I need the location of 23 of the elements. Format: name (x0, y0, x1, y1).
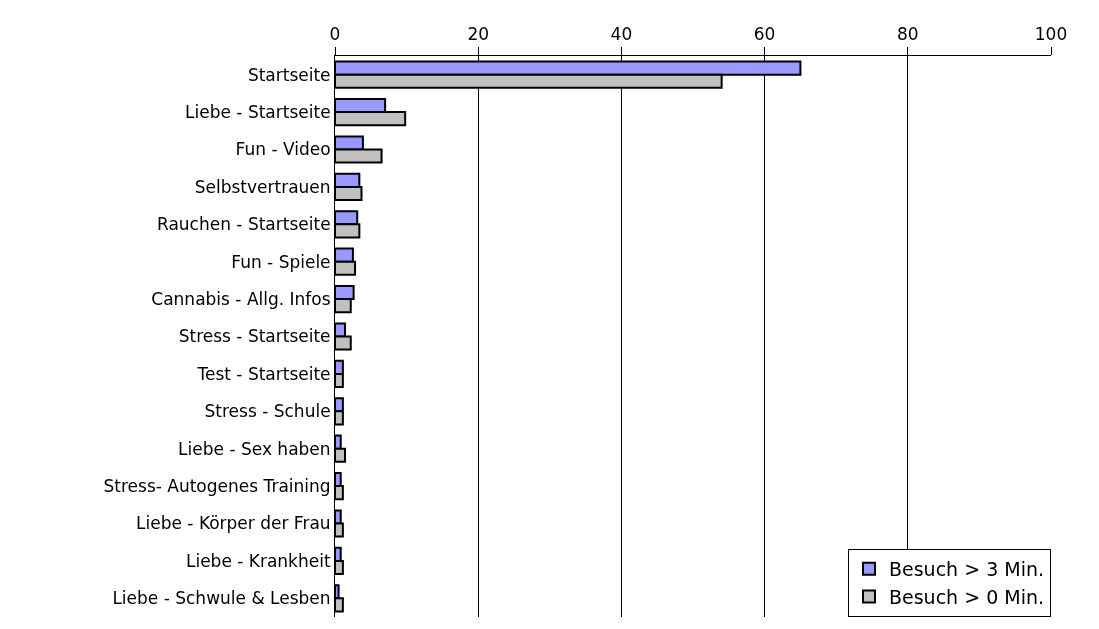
y-tick-label: Liebe - Körper der Frau (136, 513, 331, 534)
y-tick-label: Fun - Spiele (231, 251, 331, 272)
y-tick-label: Liebe - Krankheit (185, 550, 331, 571)
y-tick-label: Stress - Startseite (178, 326, 331, 347)
y-tick-label: Stress- Autogenes Training (103, 476, 331, 497)
x-tick-label: 60 (753, 24, 776, 45)
y-tick-label: Liebe - Schwule & Lesben (112, 588, 331, 609)
y-tick-label: Fun - Video (235, 139, 331, 160)
y-tick-label: Startseite (247, 64, 331, 85)
x-tick-label: 100 (1034, 24, 1068, 45)
y-tick-label: Test - Startseite (196, 363, 331, 384)
y-tick-label: Liebe - Sex haben (178, 438, 331, 459)
x-tick-label: 80 (896, 24, 919, 45)
y-tick-label: Cannabis - Allg. Infos (151, 289, 331, 310)
legend-label: Besuch > 3 Min. (889, 558, 1045, 581)
x-tick-label: 0 (329, 24, 341, 45)
y-tick-label: Rauchen - Startseite (156, 214, 331, 235)
x-tick-label: 20 (467, 24, 490, 45)
y-tick-label: Selbstvertrauen (194, 176, 331, 197)
y-tick-label: Stress - Schule (204, 401, 331, 422)
y-tick-label: Liebe - Startseite (185, 102, 331, 123)
legend-label: Besuch > 0 Min. (889, 585, 1045, 608)
x-tick-label: 40 (610, 24, 633, 45)
